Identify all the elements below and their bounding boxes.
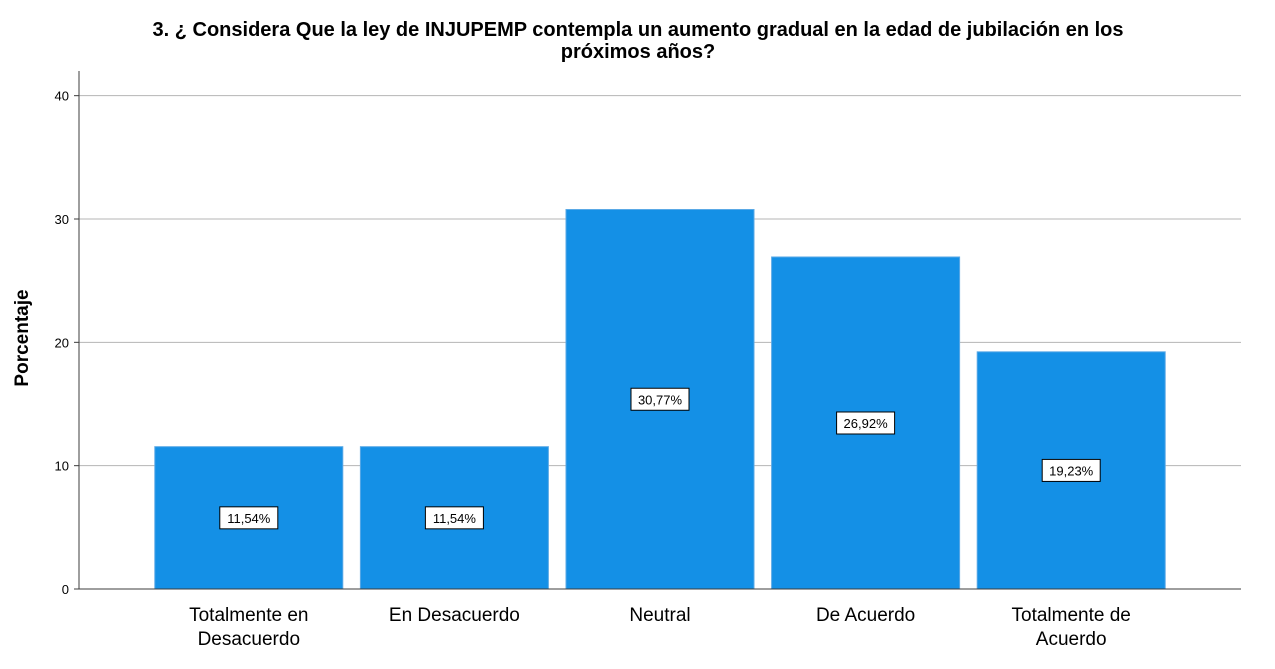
y-tick-label: 20	[55, 335, 69, 350]
x-tick-label: De Acuerdo	[816, 605, 915, 626]
chart-title: 3. ¿ Considera Que la ley de INJUPEMP co…	[153, 19, 1124, 63]
x-tick-label-line: Neutral	[629, 605, 690, 626]
data-label-box	[219, 506, 279, 530]
axes	[78, 71, 1241, 590]
data-label: 11,54%	[227, 511, 271, 526]
data-label-box	[1041, 458, 1101, 482]
chart-title-line: próximos años?	[561, 41, 715, 63]
x-tick-label-line: Totalmente de	[1012, 605, 1131, 626]
x-tick-label: Neutral	[629, 605, 690, 626]
data-label: 26,92%	[844, 416, 889, 431]
data-label: 19,23%	[1049, 463, 1094, 478]
data-label-box	[630, 387, 690, 411]
data-label: 30,77%	[638, 392, 683, 407]
data-label: 11,54%	[433, 511, 477, 526]
x-tick-label-line: En Desacuerdo	[389, 605, 520, 626]
y-tick-label: 30	[55, 212, 69, 227]
chart-title-line: 3. ¿ Considera Que la ley de INJUPEMP co…	[153, 19, 1124, 41]
y-tick-label: 10	[55, 459, 69, 474]
bars	[154, 209, 1166, 590]
bar	[154, 446, 344, 590]
data-labels: 11,54% 11,54% 30,77% 26,92% 19,23%	[219, 387, 1101, 530]
x-tick-label: En Desacuerdo	[389, 605, 520, 626]
data-label-box	[424, 506, 484, 530]
tick-labels: 0 10 20 30 40 Totalmente en Desacuerdo En Desac…	[55, 89, 1131, 650]
x-tick-label-line: Desacuerdo	[198, 629, 300, 650]
y-tick-label: 40	[55, 89, 69, 104]
y-tick-label: 0	[62, 582, 69, 597]
x-tick-label: Totalmente en Desacuerdo	[189, 605, 308, 650]
y-axis-label: Porcentaje	[12, 289, 33, 386]
x-tick-label-line: De Acuerdo	[816, 605, 915, 626]
data-label-box	[836, 411, 896, 435]
x-tick-label: Totalmente de Acuerdo	[1012, 605, 1131, 650]
x-tick-label-line: Totalmente en	[189, 605, 308, 626]
x-tick-label-line: Acuerdo	[1036, 629, 1107, 650]
